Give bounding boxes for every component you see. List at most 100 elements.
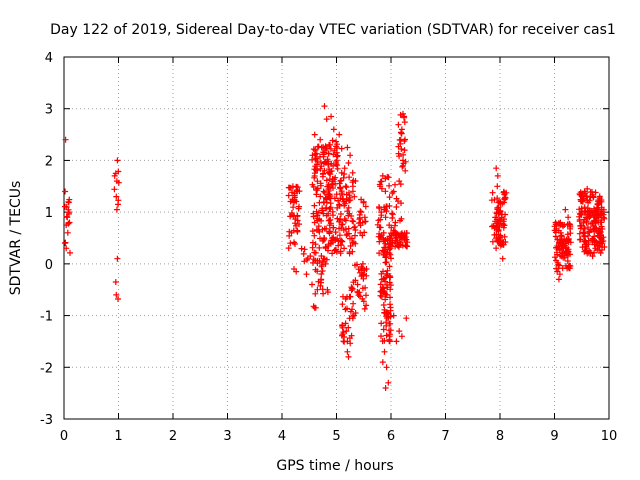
data-point — [355, 289, 362, 296]
data-point — [400, 151, 407, 158]
data-point — [555, 220, 562, 227]
data-point — [380, 326, 387, 333]
data-point — [598, 208, 604, 215]
data-point — [387, 243, 394, 250]
data-point — [495, 228, 502, 235]
data-point — [317, 182, 324, 189]
data-point — [357, 229, 364, 236]
data-point — [348, 287, 355, 294]
data-point — [327, 204, 334, 211]
data-point — [358, 196, 365, 203]
data-point — [326, 230, 333, 237]
data-point — [320, 199, 327, 206]
data-point — [336, 131, 343, 138]
data-point — [339, 324, 346, 331]
data-point — [489, 238, 496, 245]
data-point — [401, 114, 407, 121]
data-point — [397, 181, 404, 188]
data-point — [389, 211, 396, 218]
tick-labels: 0 1 2 3 4 5 6 7 8 9 10 -3 -2 -1 0 1 2 3 4 — [40, 51, 617, 444]
data-point — [387, 294, 393, 301]
data-point — [351, 193, 358, 200]
data-point — [323, 177, 330, 184]
data-point — [337, 217, 344, 224]
data-point — [559, 238, 566, 245]
x-tick-label: 9 — [550, 429, 558, 444]
x-axis-label: GPS time / hours — [276, 458, 393, 474]
data-point — [331, 247, 338, 254]
grid — [64, 57, 609, 419]
data-point — [345, 353, 352, 360]
data-point — [553, 249, 560, 256]
data-point — [598, 198, 605, 205]
data-point — [62, 136, 69, 143]
data-point — [339, 331, 346, 338]
data-point — [397, 233, 404, 240]
data-point — [301, 258, 308, 265]
data-point — [360, 275, 367, 282]
data-point — [338, 177, 345, 184]
data-point — [301, 246, 308, 253]
data-point — [500, 188, 507, 195]
data-point — [564, 249, 571, 256]
data-point — [554, 268, 561, 275]
data-point — [354, 281, 361, 288]
data-point — [350, 300, 357, 307]
data-point — [296, 203, 302, 210]
data-point — [384, 272, 391, 279]
data-point — [328, 113, 335, 120]
data-point — [362, 218, 369, 225]
data-point — [392, 235, 399, 242]
data-point — [347, 243, 354, 249]
data-point — [380, 251, 387, 258]
data-point — [346, 189, 352, 196]
data-point — [498, 241, 505, 248]
data-point — [392, 229, 399, 235]
data-point — [594, 212, 601, 219]
data-point — [357, 293, 364, 300]
data-point — [336, 202, 343, 209]
data-point — [584, 205, 591, 212]
data-point — [589, 191, 596, 198]
data-point — [314, 185, 321, 192]
data-point — [355, 266, 362, 273]
data-point — [312, 290, 319, 297]
data-point — [553, 265, 560, 272]
data-point — [323, 116, 330, 123]
y-tick-label: 4 — [45, 51, 53, 66]
data-point — [287, 240, 294, 247]
data-point — [317, 193, 324, 200]
data-point — [382, 385, 389, 391]
data-point — [388, 224, 395, 231]
data-point — [289, 196, 296, 203]
data-point — [582, 230, 588, 237]
data-point — [330, 185, 336, 191]
x-tick-label: 5 — [332, 429, 340, 444]
x-tick-label: 4 — [278, 429, 286, 444]
data-point — [383, 208, 390, 215]
data-point — [559, 221, 566, 228]
data-point — [349, 248, 356, 255]
data-point — [111, 186, 118, 193]
data-point — [312, 249, 319, 256]
data-point — [296, 188, 303, 195]
data-point — [325, 193, 332, 200]
data-point — [294, 228, 301, 235]
data-point — [597, 250, 604, 256]
data-point — [311, 232, 318, 239]
data-point — [315, 209, 322, 216]
data-point — [564, 231, 571, 238]
data-point — [595, 229, 602, 236]
data-point — [298, 245, 305, 252]
data-point — [554, 259, 561, 266]
data-point — [303, 271, 310, 278]
data-point — [361, 305, 368, 312]
data-point — [554, 236, 561, 243]
data-point — [378, 212, 385, 219]
data-point — [293, 187, 300, 194]
axis-ticks — [63, 56, 610, 420]
data-point — [349, 315, 356, 322]
data-point — [285, 192, 292, 199]
data-point — [389, 239, 396, 246]
